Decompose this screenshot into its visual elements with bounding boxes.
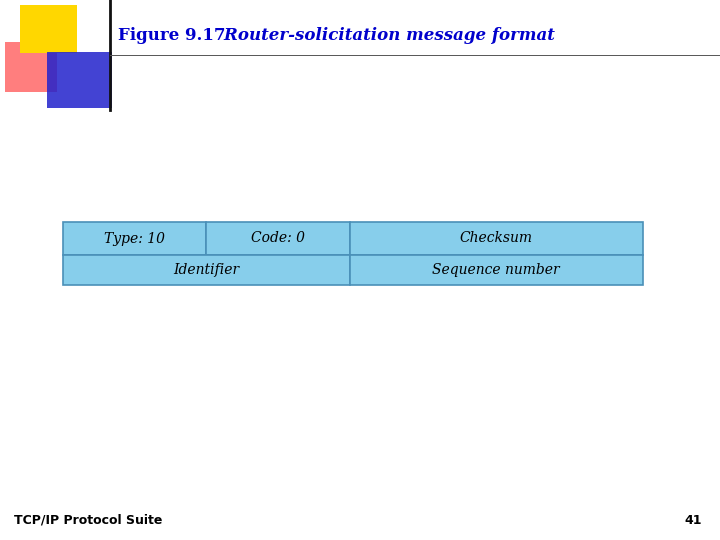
Text: Type: 10: Type: 10 (104, 232, 165, 246)
Text: Figure 9.17: Figure 9.17 (118, 26, 225, 44)
Text: Router-solicitation message format: Router-solicitation message format (201, 26, 554, 44)
Text: Checksum: Checksum (460, 232, 533, 246)
Text: Identifier: Identifier (174, 263, 239, 277)
Text: 41: 41 (685, 514, 702, 526)
Text: TCP/IP Protocol Suite: TCP/IP Protocol Suite (14, 514, 163, 526)
Text: Sequence number: Sequence number (433, 263, 560, 277)
Text: Code: 0: Code: 0 (251, 232, 305, 246)
